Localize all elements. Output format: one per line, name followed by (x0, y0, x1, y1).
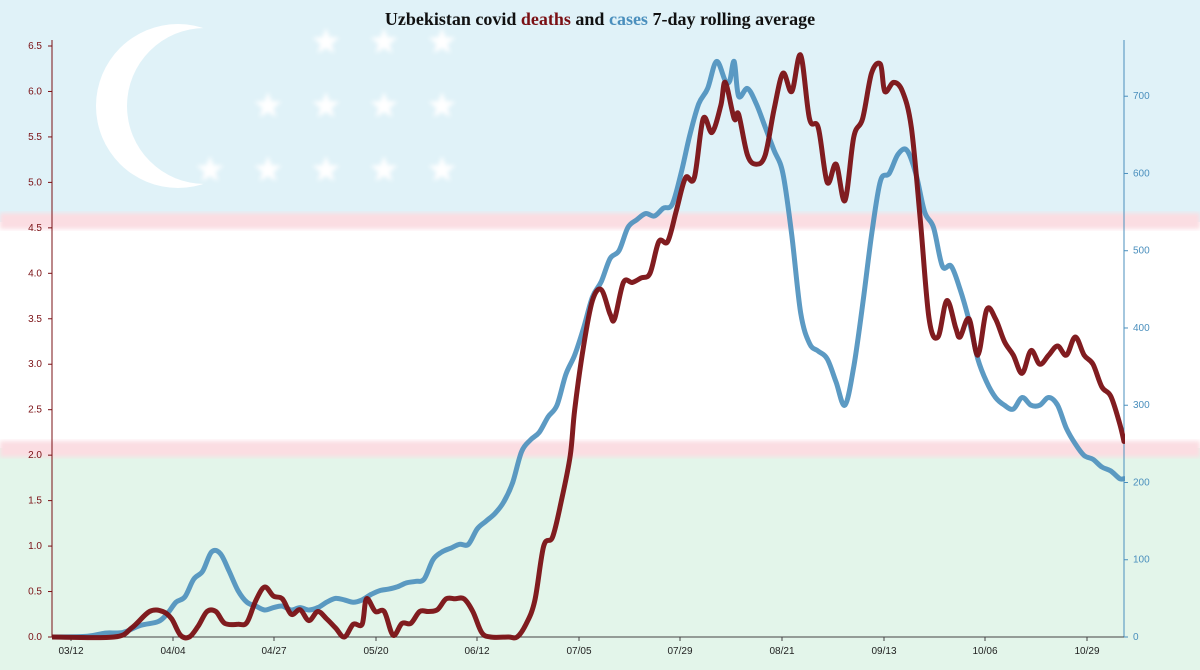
title-deaths-word: deaths (521, 9, 571, 29)
left-y-ticks: 0.0 0.5 1.0 1.5 2.0 2.5 3.0 3.5 4.0 4.5 5.0 5.5 6.0 6… (28, 41, 52, 643)
flag-star-icon (428, 156, 456, 182)
right-tick-label: 500 (1133, 246, 1150, 257)
left-tick-label: 4.5 (28, 223, 42, 234)
left-tick-label: 0.5 (28, 587, 42, 598)
flag-star-icon (370, 92, 398, 118)
flag-star-icon (312, 156, 340, 182)
left-tick-label: 2.5 (28, 405, 42, 416)
axes: 0.0 0.5 1.0 1.5 2.0 2.5 3.0 3.5 4.0 4.5 5.0 5.5 6.0 6… (28, 40, 1150, 657)
flag-star-icon (370, 156, 398, 182)
left-tick-label: 4.0 (28, 268, 42, 279)
right-tick-label: 600 (1133, 168, 1150, 179)
right-tick-label: 300 (1133, 400, 1150, 411)
flag-star-icon (196, 156, 224, 182)
left-tick-label: 6.5 (28, 41, 42, 52)
flag-star-icon (254, 92, 282, 118)
right-tick-label: 0 (1133, 632, 1139, 643)
flag-star-icon (428, 92, 456, 118)
left-tick-label: 0.0 (28, 632, 42, 643)
x-tick-label: 08/21 (769, 646, 794, 657)
left-tick-label: 3.0 (28, 359, 42, 370)
flag-star-icon (312, 92, 340, 118)
flag-star-icon (254, 156, 282, 182)
left-tick-label: 3.5 (28, 314, 42, 325)
flag-bottom-red-stripe (0, 441, 1200, 457)
x-tick-label: 07/29 (667, 646, 692, 657)
left-tick-label: 1.5 (28, 496, 42, 507)
x-tick-label: 10/29 (1074, 646, 1099, 657)
title-cases-word: cases (609, 9, 648, 29)
flag-star-icon (370, 28, 398, 54)
flag-stars (196, 28, 456, 182)
left-tick-label: 6.0 (28, 86, 42, 97)
chart-title: Uzbekistan covid deaths and cases 7-day … (385, 9, 815, 29)
x-tick-label: 04/27 (261, 646, 286, 657)
flag-star-icon (312, 28, 340, 54)
x-tick-label: 07/05 (566, 646, 591, 657)
title-suffix: 7-day rolling average (648, 9, 815, 29)
x-ticks: 03/12 04/04 04/27 05/20 06/12 07/05 07/29 08/21… (58, 637, 1100, 657)
series-lines (52, 52, 1125, 641)
left-tick-label: 1.0 (28, 541, 42, 552)
title-middle: and (571, 9, 609, 29)
right-tick-label: 200 (1133, 477, 1150, 488)
x-tick-label: 10/06 (972, 646, 997, 657)
right-tick-label: 400 (1133, 323, 1150, 334)
title-prefix: Uzbekistan covid (385, 9, 521, 29)
right-tick-label: 100 (1133, 555, 1150, 566)
x-tick-label: 09/13 (871, 646, 896, 657)
left-tick-label: 5.0 (28, 177, 42, 188)
x-tick-label: 06/12 (464, 646, 489, 657)
x-tick-label: 03/12 (58, 646, 83, 657)
flag-green-band (0, 448, 1200, 670)
right-y-ticks: 0 100 200 300 400 500 600 700 (1124, 91, 1150, 643)
right-tick-label: 700 (1133, 91, 1150, 102)
flag-star-icon (428, 28, 456, 54)
flag-crescent-icon (0, 0, 400, 260)
left-tick-label: 2.0 (28, 450, 42, 461)
deaths-series-line (52, 52, 1125, 641)
left-tick-label: 5.5 (28, 132, 42, 143)
x-tick-label: 04/04 (160, 646, 185, 657)
x-tick-label: 05/20 (363, 646, 388, 657)
